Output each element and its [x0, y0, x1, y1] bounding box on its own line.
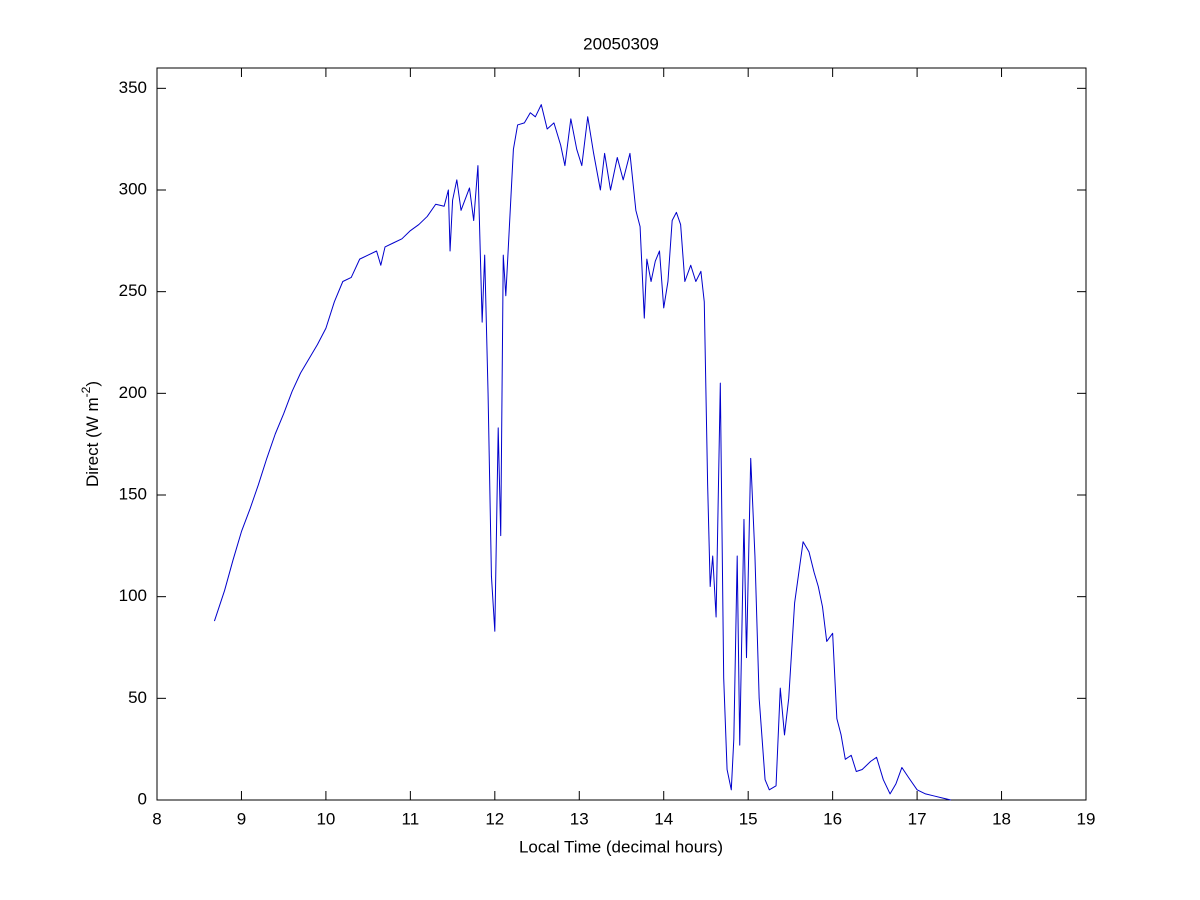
y-tick-label: 350 [119, 78, 147, 97]
x-tick-label: 15 [739, 809, 758, 828]
x-tick-label: 10 [316, 809, 335, 828]
y-label-superscript: -2 [79, 386, 93, 397]
x-tick-label: 16 [823, 809, 842, 828]
y-tick-label: 100 [119, 586, 147, 605]
y-tick-label: 150 [119, 484, 147, 503]
x-tick-label: 11 [402, 809, 420, 828]
data-line [213, 104, 951, 801]
y-axis-label: Direct (W m-2) [79, 381, 102, 487]
x-tick-label: 14 [654, 809, 673, 828]
y-tick-label: 50 [128, 688, 147, 707]
y-tick-label: 250 [119, 281, 147, 300]
y-label-text: Direct (W m [83, 397, 102, 487]
x-tick-label: 8 [152, 809, 161, 828]
chart-title: 20050309 [583, 34, 659, 53]
x-tick-label: 13 [570, 809, 589, 828]
y-tick-label: 200 [119, 383, 147, 402]
x-tick-label: 18 [992, 809, 1011, 828]
x-tick-label: 19 [1077, 809, 1096, 828]
x-axis-label: Local Time (decimal hours) [519, 837, 723, 856]
y-tick-label: 300 [119, 179, 147, 198]
y-tick-label: 0 [138, 789, 147, 808]
x-tick-label: 17 [908, 809, 927, 828]
y-label-suffix: ) [83, 381, 102, 387]
x-tick-label: 12 [485, 809, 504, 828]
x-tick-label: 9 [237, 809, 246, 828]
plot-box [156, 67, 1087, 801]
